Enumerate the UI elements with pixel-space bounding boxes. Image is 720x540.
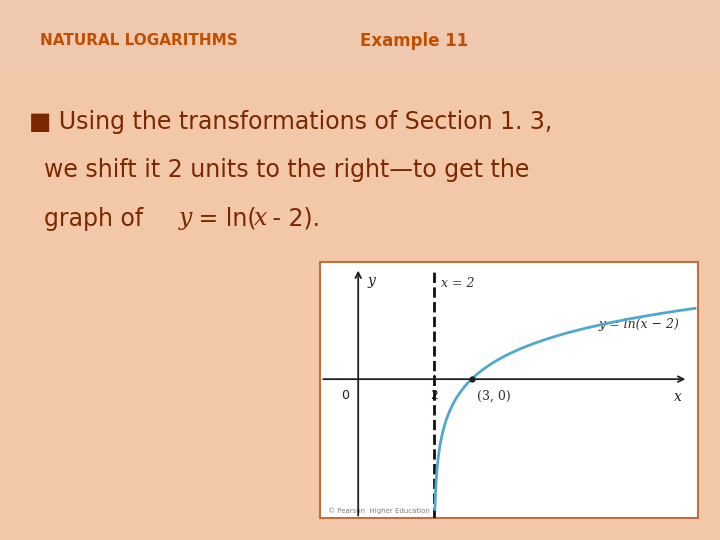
Text: = ln(: = ln( <box>191 207 256 231</box>
Text: y = ln(x − 2): y = ln(x − 2) <box>598 318 680 330</box>
Text: x: x <box>253 207 267 230</box>
Text: 0: 0 <box>341 389 349 402</box>
Text: - 2).: - 2). <box>265 207 320 231</box>
Text: we shift it 2 units to the right—to get the: we shift it 2 units to the right—to get … <box>29 158 529 182</box>
Text: Example 11: Example 11 <box>360 31 468 50</box>
Text: y: y <box>368 274 376 288</box>
Text: (3, 0): (3, 0) <box>477 389 511 402</box>
Text: NATURAL LOGARITHMS: NATURAL LOGARITHMS <box>40 33 238 48</box>
Text: 2: 2 <box>430 389 438 402</box>
Text: y: y <box>179 207 192 230</box>
Text: ■ Using the transformations of Section 1. 3,: ■ Using the transformations of Section 1… <box>29 110 552 133</box>
Text: x: x <box>674 390 682 404</box>
Text: x = 2: x = 2 <box>441 276 475 289</box>
Text: © Pearson  Higher Education: © Pearson Higher Education <box>328 508 430 514</box>
FancyBboxPatch shape <box>0 0 720 73</box>
Text: graph of: graph of <box>29 207 150 231</box>
